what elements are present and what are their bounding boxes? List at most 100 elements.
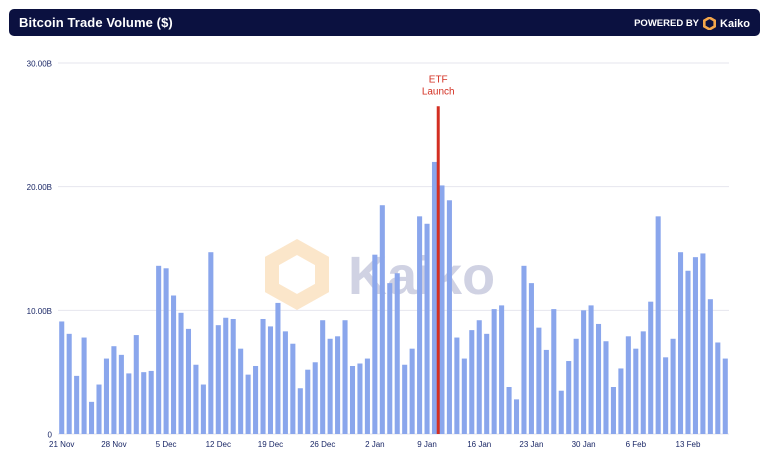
bar [625,336,631,434]
bar [513,399,520,434]
bar [648,301,654,434]
bar [163,268,169,434]
bar [588,305,594,434]
y-axis-ticks: 0 10.00B 20.00B 30.00B [27,60,53,440]
bar [491,309,497,434]
bar [89,401,95,434]
bar [528,283,534,434]
bar [670,338,676,434]
bar [431,161,438,434]
bar [253,365,259,434]
powered-by: POWERED BY Kaiko [634,17,750,30]
bar [275,302,281,434]
bar [171,295,177,434]
bar [148,370,154,434]
bar [692,257,698,434]
chart-header: Bitcoin Trade Volume ($) POWERED BY Kaik… [9,9,760,36]
bar [215,325,221,434]
bar [193,364,199,434]
y-tick-label: 20.00B [27,183,52,192]
bars [59,161,728,434]
bar [618,368,624,434]
x-tick-label: 12 Dec [206,440,231,449]
bar [454,337,460,434]
bar [536,327,542,434]
bar [185,328,192,434]
x-tick-label: 2 Jan [365,440,385,449]
bar [230,318,236,434]
brand-name: Kaiko [720,17,750,30]
y-tick-label: 10.00B [27,307,52,316]
bar [74,375,80,434]
bar [722,358,728,434]
chart-title: Bitcoin Trade Volume ($) [19,15,173,30]
bar [439,185,445,434]
bar [238,348,244,434]
bar [446,200,452,434]
bar [640,331,646,434]
bar [349,365,356,434]
x-axis-ticks: 21 Nov 28 Nov 5 Dec 12 Dec 19 Dec 26 Dec 2 Jan… [49,440,701,449]
bar [178,312,184,434]
bar [305,369,311,434]
bar [200,384,206,434]
bar [603,341,609,434]
bar [379,205,385,434]
bar [707,299,713,434]
bar [424,223,430,434]
x-tick-label: 16 Jan [467,440,491,449]
kaiko-logo-icon [703,17,717,30]
bar [506,387,512,434]
bar [551,309,557,434]
bar [66,333,72,434]
x-tick-label: 26 Dec [310,440,335,449]
bar [610,387,616,434]
bar [700,253,706,434]
bar [156,265,162,434]
bar [141,372,147,434]
bar [394,273,400,434]
bar [685,270,691,434]
bar [282,331,288,434]
bar [327,338,333,434]
x-tick-label: 6 Feb [626,440,647,449]
bar [111,346,117,434]
bar [409,348,415,434]
annotation-label-line1: ETF [429,74,448,85]
bar [126,373,132,434]
bar [484,333,490,434]
watermark-logo-icon [265,238,329,311]
x-tick-label: 23 Jan [519,440,543,449]
annotation-label-line2: Launch [422,86,455,97]
powered-by-label: POWERED BY [634,18,700,29]
x-tick-label: 5 Dec [156,440,177,449]
y-tick-label: 0 [48,431,53,440]
bar [521,265,527,434]
bar [335,336,341,434]
bar [566,361,572,434]
bar [96,384,102,434]
bar [655,216,661,434]
bar [260,318,266,434]
bar [245,374,251,434]
x-tick-label: 21 Nov [49,440,74,449]
bar [208,252,214,434]
bar [357,363,363,434]
bar [402,364,408,434]
bar [499,305,505,434]
x-tick-label: 19 Dec [258,440,283,449]
bar [290,343,296,434]
bar [469,330,475,434]
bar [59,321,65,434]
bar [387,283,393,434]
x-tick-label: 13 Feb [676,440,701,449]
bar [663,357,669,434]
bar [312,362,318,434]
bar [715,342,721,434]
bar [633,348,639,434]
bar [558,390,564,434]
bar [320,320,326,434]
